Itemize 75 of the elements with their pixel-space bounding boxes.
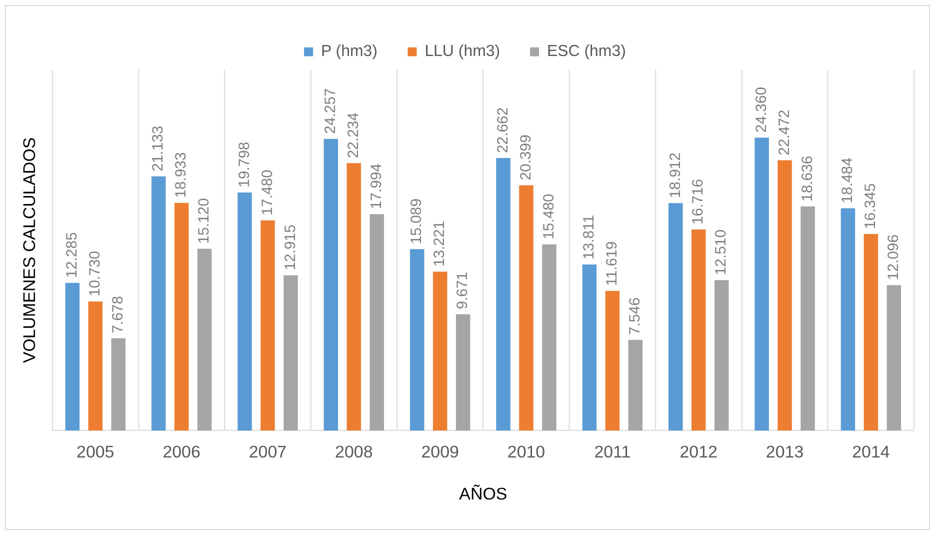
data-label: 20.399 [517, 134, 534, 180]
legend-label: LLU (hm3) [424, 43, 500, 60]
data-label: 18.912 [666, 152, 684, 198]
x-tick-label: 2006 [162, 442, 200, 462]
data-label: 16.716 [690, 178, 707, 225]
data-label: 13.221 [431, 220, 448, 267]
data-label: 21.133 [150, 126, 167, 172]
x-tick-label: 2009 [421, 442, 459, 462]
bar [370, 214, 384, 431]
data-label: 18.636 [798, 156, 816, 202]
data-label: 24.257 [322, 88, 340, 134]
bar [496, 158, 510, 431]
bar [410, 249, 424, 431]
data-label: 22.662 [494, 107, 512, 154]
x-axis-title: AÑOS [459, 484, 508, 504]
x-tick-label: 2007 [248, 442, 287, 462]
bar [65, 282, 80, 431]
bar [714, 280, 729, 431]
data-label: 17.994 [368, 164, 386, 210]
bar [88, 302, 103, 431]
data-label: 11.619 [604, 241, 621, 286]
bar [432, 272, 448, 431]
bar [628, 340, 643, 431]
bar [542, 244, 556, 431]
data-label: 17.480 [258, 170, 276, 216]
bar [519, 185, 534, 431]
data-label: 13.811 [580, 214, 598, 260]
data-label: 19.798 [236, 142, 253, 188]
data-label: 24.360 [752, 86, 770, 133]
bar [111, 338, 126, 431]
x-tick-label: 2005 [76, 442, 114, 462]
bar [605, 290, 620, 431]
data-label: 12.285 [64, 232, 81, 278]
bar [778, 160, 792, 431]
data-label: 18.933 [172, 152, 190, 198]
bar [238, 192, 252, 431]
x-tick-label: 2013 [766, 442, 804, 462]
data-label: 12.915 [282, 224, 299, 270]
legend-label: P (hm3) [321, 43, 378, 60]
data-label: 15.089 [408, 198, 426, 244]
x-tick-label: 2008 [335, 442, 373, 462]
data-label: 7.546 [626, 297, 644, 335]
bar [668, 203, 683, 431]
bar [800, 206, 815, 431]
data-label: 18.484 [839, 158, 856, 204]
bar [456, 314, 470, 431]
data-label: 12.096 [885, 234, 902, 280]
bar [174, 202, 189, 431]
legend-label: ESC (hm3) [547, 43, 626, 60]
data-label: 16.345 [862, 183, 880, 230]
bar [582, 264, 597, 431]
x-tick-label: 2014 [852, 442, 890, 462]
bar [840, 208, 856, 431]
bar [324, 138, 338, 431]
data-label: 10.730 [86, 250, 104, 297]
bar [284, 275, 298, 431]
bar [886, 285, 902, 431]
y-axis-title: VOLUMENES CALCULADOS [20, 137, 39, 364]
data-label: 12.510 [712, 229, 730, 276]
data-label: 9.671 [454, 272, 472, 310]
bar [754, 138, 769, 431]
data-label: 22.234 [345, 112, 362, 158]
bar [197, 248, 212, 431]
data-label: 22.472 [776, 110, 793, 156]
x-tick-label: 2010 [507, 442, 546, 462]
x-tick-label: 2012 [680, 442, 718, 462]
x-tick-label: 2011 [594, 442, 631, 462]
data-label: 15.120 [196, 198, 213, 244]
data-label: 15.480 [540, 194, 558, 240]
bar [346, 163, 362, 431]
bar [260, 220, 275, 431]
bar [151, 176, 166, 431]
bar [691, 230, 706, 431]
data-label: 7.678 [109, 296, 126, 334]
bar [864, 234, 878, 431]
